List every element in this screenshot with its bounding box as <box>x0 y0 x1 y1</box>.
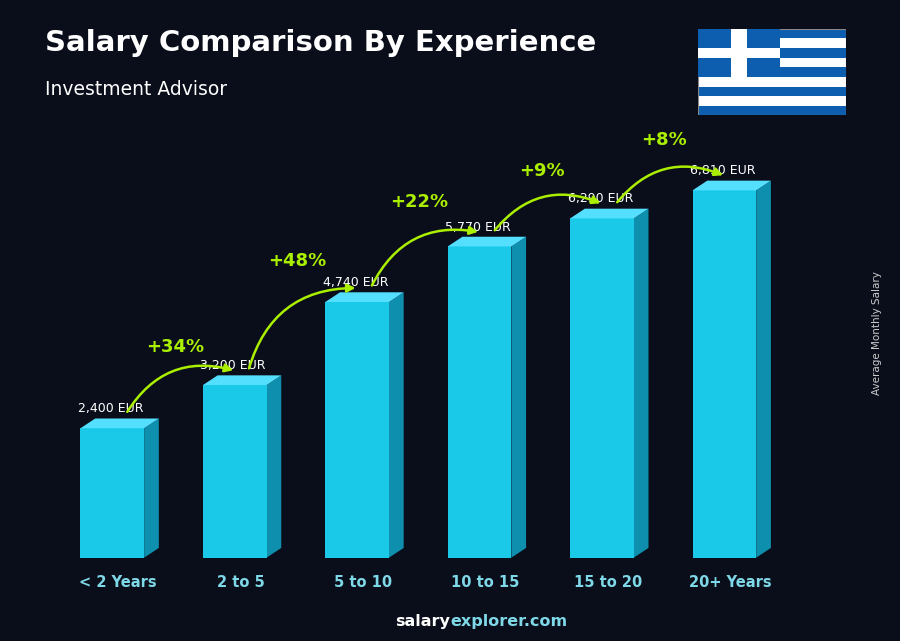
Text: 5,770 EUR: 5,770 EUR <box>446 221 511 233</box>
Text: 20+ Years: 20+ Years <box>688 575 771 590</box>
Polygon shape <box>511 237 526 558</box>
Bar <box>698 67 846 77</box>
Text: +8%: +8% <box>642 131 688 149</box>
Bar <box>698 106 846 115</box>
Text: 2 to 5: 2 to 5 <box>217 575 265 590</box>
FancyBboxPatch shape <box>80 428 144 558</box>
Text: explorer.com: explorer.com <box>450 615 567 629</box>
Text: 5 to 10: 5 to 10 <box>334 575 392 590</box>
Bar <box>731 29 747 77</box>
Polygon shape <box>693 181 771 190</box>
Text: Average Monthly Salary: Average Monthly Salary <box>872 271 883 395</box>
Text: +22%: +22% <box>391 194 448 212</box>
Text: +9%: +9% <box>519 162 565 180</box>
Polygon shape <box>144 419 158 558</box>
FancyBboxPatch shape <box>202 385 266 558</box>
Bar <box>698 38 846 48</box>
Bar <box>698 29 780 77</box>
FancyBboxPatch shape <box>325 302 389 558</box>
Text: 10 to 15: 10 to 15 <box>451 575 519 590</box>
Bar <box>698 48 780 58</box>
FancyBboxPatch shape <box>693 190 756 558</box>
Text: +48%: +48% <box>268 252 327 271</box>
FancyBboxPatch shape <box>447 246 511 558</box>
Polygon shape <box>570 209 649 219</box>
Bar <box>698 58 846 67</box>
Polygon shape <box>266 376 282 558</box>
Text: Salary Comparison By Experience: Salary Comparison By Experience <box>45 29 596 57</box>
Text: salary: salary <box>395 615 450 629</box>
Text: 15 to 20: 15 to 20 <box>573 575 642 590</box>
Text: 2,400 EUR: 2,400 EUR <box>78 403 144 415</box>
Bar <box>698 77 846 87</box>
Polygon shape <box>389 292 404 558</box>
Text: +34%: +34% <box>146 338 203 356</box>
Polygon shape <box>325 292 404 302</box>
Bar <box>698 87 846 96</box>
Bar <box>698 29 846 38</box>
Polygon shape <box>80 419 158 428</box>
Polygon shape <box>447 237 526 246</box>
Polygon shape <box>634 209 649 558</box>
Text: Investment Advisor: Investment Advisor <box>45 80 227 99</box>
Bar <box>698 96 846 106</box>
Text: < 2 Years: < 2 Years <box>79 575 157 590</box>
Text: 4,740 EUR: 4,740 EUR <box>323 276 389 289</box>
Polygon shape <box>756 181 771 558</box>
Text: 6,810 EUR: 6,810 EUR <box>690 164 756 178</box>
Polygon shape <box>202 376 282 385</box>
Text: 3,200 EUR: 3,200 EUR <box>201 359 266 372</box>
Bar <box>698 48 846 58</box>
Text: 6,290 EUR: 6,290 EUR <box>568 192 633 206</box>
FancyBboxPatch shape <box>570 219 634 558</box>
